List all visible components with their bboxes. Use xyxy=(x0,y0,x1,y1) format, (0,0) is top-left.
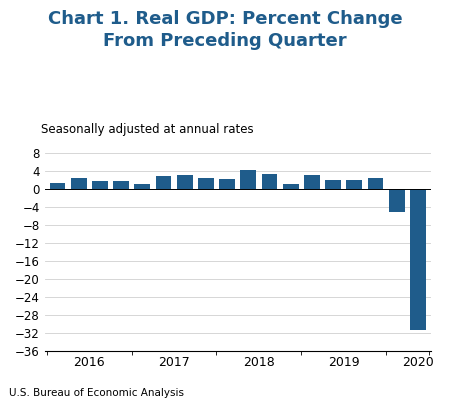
Bar xyxy=(389,189,405,212)
Bar xyxy=(198,178,214,189)
Bar xyxy=(346,180,362,189)
Bar xyxy=(50,182,65,189)
Bar xyxy=(325,180,341,189)
Bar xyxy=(261,174,278,189)
Bar xyxy=(368,178,383,189)
Bar xyxy=(219,179,235,189)
Bar xyxy=(156,176,171,189)
Bar xyxy=(177,175,193,189)
Bar xyxy=(113,181,129,189)
Text: Chart 1. Real GDP: Percent Change
From Preceding Quarter: Chart 1. Real GDP: Percent Change From P… xyxy=(48,10,402,50)
Bar xyxy=(240,170,256,189)
Bar xyxy=(283,184,299,189)
Text: Seasonally adjusted at annual rates: Seasonally adjusted at annual rates xyxy=(41,123,253,136)
Bar xyxy=(71,178,86,189)
Bar xyxy=(410,189,426,330)
Text: U.S. Bureau of Economic Analysis: U.S. Bureau of Economic Analysis xyxy=(9,388,184,398)
Bar xyxy=(134,184,150,189)
Bar xyxy=(304,175,320,189)
Bar xyxy=(92,181,108,189)
